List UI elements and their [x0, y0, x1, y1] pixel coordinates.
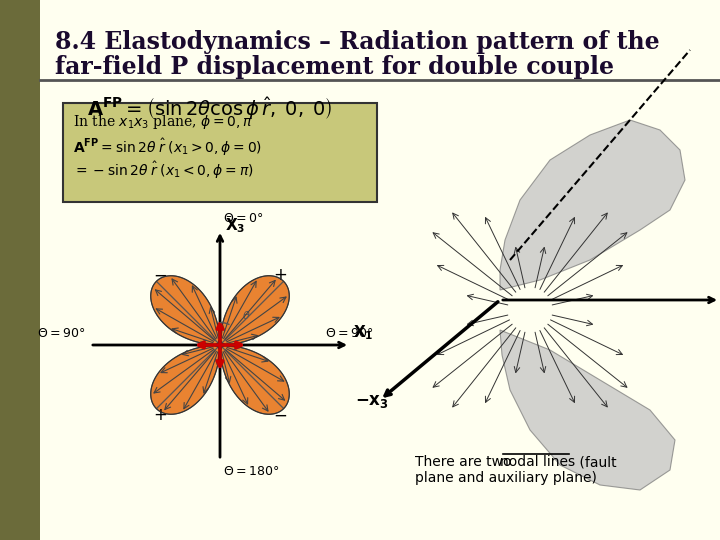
Text: $+$: $+$: [153, 406, 167, 424]
Text: $\mathbf{X_3}$: $\mathbf{X_3}$: [225, 217, 246, 235]
Text: $-$: $-$: [273, 406, 287, 424]
Polygon shape: [500, 330, 675, 490]
Text: $\Theta=90°$: $\Theta=90°$: [325, 327, 373, 340]
Text: plane and auxiliary plane): plane and auxiliary plane): [415, 471, 597, 485]
Text: $\Theta=90°$: $\Theta=90°$: [37, 327, 85, 340]
Text: $+$: $+$: [273, 266, 287, 284]
Text: $\theta$: $\theta$: [242, 309, 251, 321]
Text: nodal lines: nodal lines: [500, 455, 575, 469]
Text: $-$: $-$: [153, 266, 167, 284]
Polygon shape: [156, 276, 284, 345]
Text: $\mathbf{A}^{\mathbf{FP}} = \left(\sin 2\theta \cos\phi\,\hat{r},\; 0,\; 0\right: $\mathbf{A}^{\mathbf{FP}} = \left(\sin 2…: [87, 95, 333, 121]
Text: (fault: (fault: [575, 455, 616, 469]
Text: $\mathbf{-x_3}$: $\mathbf{-x_3}$: [355, 392, 389, 410]
FancyBboxPatch shape: [0, 0, 40, 540]
Polygon shape: [150, 281, 220, 409]
Text: 8.4 Elastodynamics – Radiation pattern of the: 8.4 Elastodynamics – Radiation pattern o…: [55, 30, 660, 54]
Text: $= -\sin 2\theta\; \hat{r}\; (x_1 < 0, \phi = \pi)$: $= -\sin 2\theta\; \hat{r}\; (x_1 < 0, \…: [73, 160, 253, 181]
Text: There are two: There are two: [415, 455, 516, 469]
Text: far-field P displacement for double couple: far-field P displacement for double coup…: [55, 55, 614, 79]
Text: $\mathbf{A}^{\mathbf{FP}} = \sin 2\theta\; \hat{r}\; (x_1 > 0, \phi = 0)$: $\mathbf{A}^{\mathbf{FP}} = \sin 2\theta…: [73, 137, 262, 158]
FancyBboxPatch shape: [63, 103, 377, 202]
Text: $\Theta=180°$: $\Theta=180°$: [223, 465, 279, 478]
Text: $\Theta=0°$: $\Theta=0°$: [223, 212, 264, 225]
Text: $\mathbf{X_1}$: $\mathbf{X_1}$: [353, 323, 374, 342]
Text: In the $x_1 x_3$ plane, $\phi = 0, \pi$: In the $x_1 x_3$ plane, $\phi = 0, \pi$: [73, 113, 253, 131]
Polygon shape: [500, 120, 685, 290]
Polygon shape: [156, 345, 284, 414]
Polygon shape: [220, 281, 289, 409]
